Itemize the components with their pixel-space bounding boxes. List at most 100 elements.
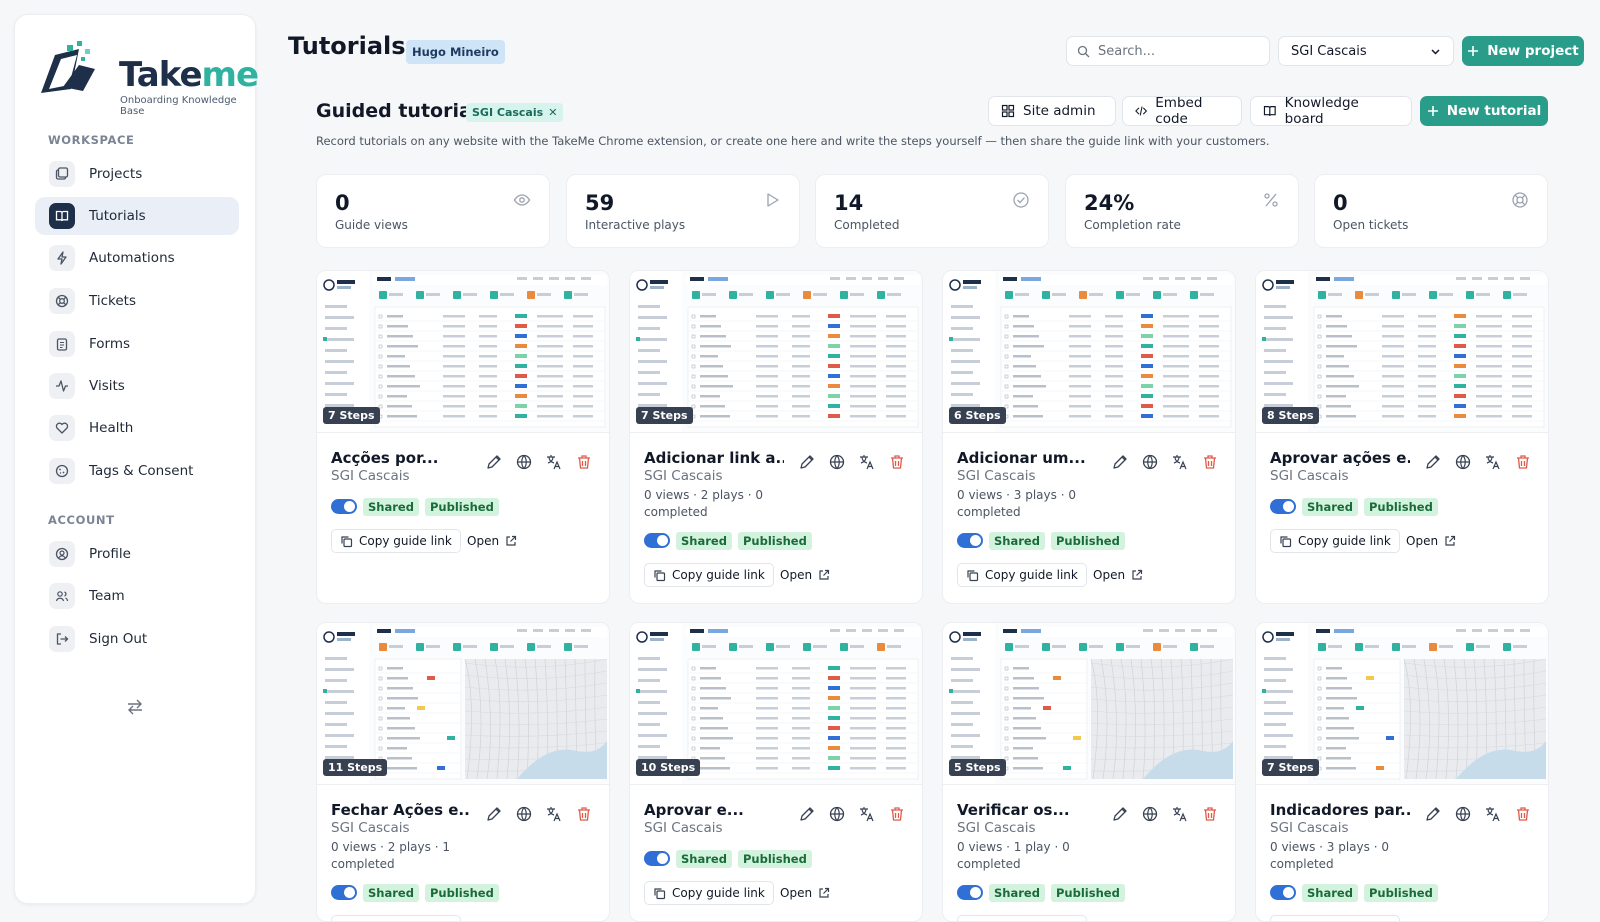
sidebar-item-visits[interactable]: Visits (35, 367, 239, 405)
tutorial-title[interactable]: Verificar os... (957, 801, 1070, 819)
takeme-logo[interactable]: Takeme Onboarding Knowledge Base (35, 39, 245, 109)
share-toggle[interactable] (644, 851, 670, 866)
swap-arrows-icon[interactable] (125, 697, 145, 717)
project-select[interactable]: SGI Cascais (1278, 36, 1454, 66)
tutorial-thumbnail[interactable]: 7 Steps (317, 271, 610, 433)
copy-guide-link-button[interactable]: Copy guide link (331, 915, 461, 922)
globe-icon[interactable] (1454, 453, 1472, 471)
open-guide-link[interactable]: Open (780, 886, 830, 900)
new-tutorial-button[interactable]: New tutorial (1420, 96, 1548, 126)
open-guide-link[interactable]: Open (1406, 534, 1456, 548)
copy-guide-link-button[interactable]: Copy guide link (644, 881, 774, 905)
trash-icon[interactable] (1201, 453, 1219, 471)
tutorial-thumbnail[interactable]: 5 Steps (943, 623, 1236, 785)
translate-icon[interactable] (545, 805, 563, 823)
tutorial-thumbnail[interactable]: 6 Steps (943, 271, 1236, 433)
trash-icon[interactable] (575, 805, 593, 823)
share-toggle[interactable] (957, 533, 983, 548)
search-input[interactable] (1098, 44, 1258, 59)
translate-icon[interactable] (1171, 805, 1189, 823)
tutorial-title[interactable]: Fechar Ações e... (331, 801, 471, 819)
translate-icon[interactable] (858, 805, 876, 823)
search-box[interactable] (1066, 36, 1270, 66)
tutorial-thumbnail[interactable]: 10 Steps (630, 623, 923, 785)
tutorial-thumbnail[interactable]: 7 Steps (1256, 623, 1549, 785)
share-toggle[interactable] (644, 533, 670, 548)
tutorial-title[interactable]: Adicionar link a... (644, 449, 784, 467)
tutorial-title[interactable]: Indicadores par... (1270, 801, 1410, 819)
translate-icon[interactable] (1484, 805, 1502, 823)
site-admin-button[interactable]: Site admin (988, 96, 1116, 126)
translate-icon[interactable] (1171, 453, 1189, 471)
close-icon[interactable]: ✕ (548, 106, 557, 119)
sidebar-item-tickets[interactable]: Tickets (35, 282, 239, 320)
share-toggle[interactable] (1270, 499, 1296, 514)
trash-icon[interactable] (1201, 805, 1219, 823)
tutorial-thumbnail[interactable]: 8 Steps (1256, 271, 1549, 433)
trash-icon[interactable] (888, 805, 906, 823)
tutorial-title[interactable]: Aprovar e... (644, 801, 744, 819)
edit-pencil-icon[interactable] (798, 453, 816, 471)
sidebar-item-profile[interactable]: Profile (35, 535, 239, 573)
sidebar-item-sign-out[interactable]: Sign Out (35, 620, 239, 658)
trash-icon[interactable] (1514, 453, 1532, 471)
knowledge-board-button[interactable]: Knowledge board (1250, 96, 1412, 126)
share-toggle[interactable] (1270, 885, 1296, 900)
sidebar-item-tutorials[interactable]: Tutorials (35, 197, 239, 235)
open-guide-link[interactable]: Open (1093, 568, 1143, 582)
copy-guide-link-button[interactable]: Copy guide link (957, 563, 1087, 587)
globe-icon[interactable] (515, 805, 533, 823)
edit-pencil-icon[interactable] (485, 805, 503, 823)
tutorial-thumbnail[interactable]: 7 Steps (630, 271, 923, 433)
sidebar-item-forms[interactable]: Forms (35, 325, 239, 363)
copy-guide-link-button[interactable]: Copy guide link (957, 915, 1087, 922)
copy-guide-link-button[interactable]: Copy guide link (644, 563, 774, 587)
share-toggle[interactable] (331, 885, 357, 900)
share-toggle[interactable] (331, 499, 357, 514)
copy-guide-link-button[interactable]: Copy guide link (1270, 915, 1400, 922)
sidebar-item-projects[interactable]: Projects (35, 155, 239, 193)
tutorial-thumbnail[interactable]: 11 Steps (317, 623, 610, 785)
embed-code-button[interactable]: Embed code (1122, 96, 1242, 126)
trash-icon[interactable] (575, 453, 593, 471)
open-guide-link[interactable]: Open (467, 534, 517, 548)
share-toggle[interactable] (957, 885, 983, 900)
globe-icon[interactable] (828, 805, 846, 823)
edit-pencil-icon[interactable] (798, 805, 816, 823)
open-guide-link[interactable]: Open (780, 568, 830, 582)
sidebar-item-health[interactable]: Health (35, 409, 239, 447)
globe-icon[interactable] (515, 453, 533, 471)
globe-icon[interactable] (1454, 805, 1472, 823)
copy-guide-link-button[interactable]: Copy guide link (331, 529, 461, 553)
tutorial-title[interactable]: Adicionar um... (957, 449, 1086, 467)
project-filter-chip[interactable]: SGI Cascais ✕ (466, 103, 563, 122)
edit-pencil-icon[interactable] (1111, 805, 1129, 823)
globe-icon[interactable] (828, 453, 846, 471)
tutorial-title[interactable]: Aprovar ações e... (1270, 449, 1410, 467)
translate-icon[interactable] (858, 453, 876, 471)
tutorial-title[interactable]: Acções por... (331, 449, 438, 467)
edit-pencil-icon[interactable] (485, 453, 503, 471)
globe-icon[interactable] (1141, 805, 1159, 823)
edit-pencil-icon[interactable] (1424, 805, 1442, 823)
edit-pencil-icon[interactable] (1424, 453, 1442, 471)
globe-icon[interactable] (1141, 453, 1159, 471)
edit-pencil-icon[interactable] (1111, 453, 1129, 471)
translate-icon[interactable] (1484, 453, 1502, 471)
sidebar-item-team[interactable]: Team (35, 577, 239, 615)
copy-guide-link-button[interactable]: Copy guide link (1270, 529, 1400, 553)
new-project-button[interactable]: New project (1462, 36, 1584, 66)
trash-icon[interactable] (888, 453, 906, 471)
trash-icon[interactable] (1514, 805, 1532, 823)
translate-icon[interactable] (545, 453, 563, 471)
sidebar-item-automations[interactable]: Automations (35, 239, 239, 277)
sidebar-item-tags-consent[interactable]: Tags & Consent (35, 452, 239, 490)
